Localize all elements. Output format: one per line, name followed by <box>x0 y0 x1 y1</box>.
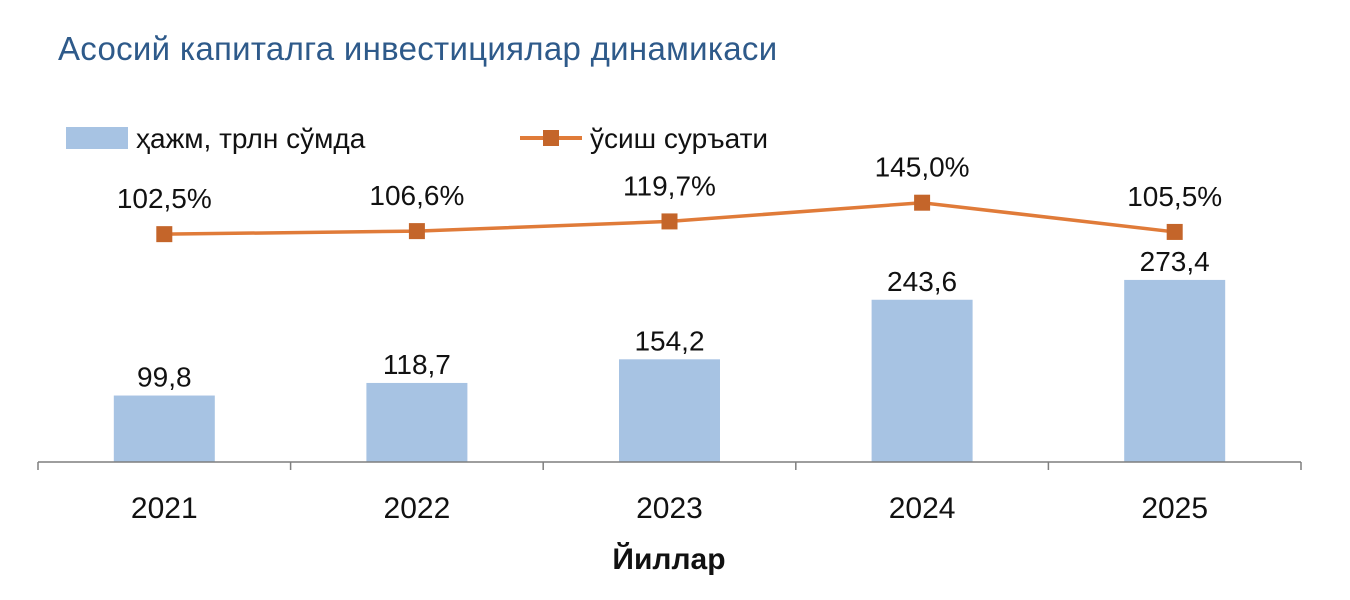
bar-label-2025: 273,4 <box>1140 246 1210 277</box>
bars-layer <box>113 279 1226 462</box>
bar-2022 <box>366 382 468 462</box>
legend: ҳажм, трлн сўмда ўсиш суръати <box>66 123 768 154</box>
growth-label-2024: 145,0% <box>875 152 970 183</box>
x-tick-label-2024: 2024 <box>889 492 956 525</box>
bar-label-2023: 154,2 <box>634 325 704 356</box>
growth-marker-2022 <box>408 223 425 240</box>
growth-label-2025: 105,5% <box>1127 181 1222 212</box>
growth-marker-2025 <box>1166 223 1183 240</box>
line-layer <box>156 194 1183 243</box>
bar-2024 <box>871 299 973 462</box>
x-tick-label-2021: 2021 <box>131 492 198 525</box>
legend-line-marker <box>543 130 559 146</box>
growth-label-2023: 119,7% <box>623 170 716 201</box>
legend-bar-label: ҳажм, трлн сўмда <box>136 123 366 154</box>
x-tick-label-2025: 2025 <box>1141 492 1208 525</box>
bar-2023 <box>619 359 720 462</box>
bar-2025 <box>1124 279 1226 462</box>
x-tick-label-2023: 2023 <box>636 492 703 525</box>
legend-line-label: ўсиш суръати <box>590 123 768 154</box>
x-tick-label-2022: 2022 <box>384 492 451 525</box>
growth-marker-2023 <box>661 213 678 230</box>
bar-label-2022: 118,7 <box>383 349 451 380</box>
labels-layer: 99,8 118,7 154,2 243,6 273,4 102,5% 106,6% 119,… <box>117 152 1222 393</box>
growth-marker-2024 <box>914 194 931 211</box>
x-axis-title: Йиллар <box>612 542 725 576</box>
bar-label-2024: 243,6 <box>887 266 957 297</box>
growth-label-2021: 102,5% <box>117 183 212 214</box>
bar-label-2021: 99,8 <box>137 362 192 393</box>
bar-2021 <box>113 395 215 462</box>
growth-marker-2021 <box>156 226 173 243</box>
legend-bar-swatch <box>66 127 128 149</box>
growth-label-2022: 106,6% <box>369 180 464 211</box>
x-axis: 2021 2022 2023 2024 2025 <box>37 461 1302 525</box>
chart-title: Асосий капиталга инвестициялар динамикас… <box>58 30 778 67</box>
